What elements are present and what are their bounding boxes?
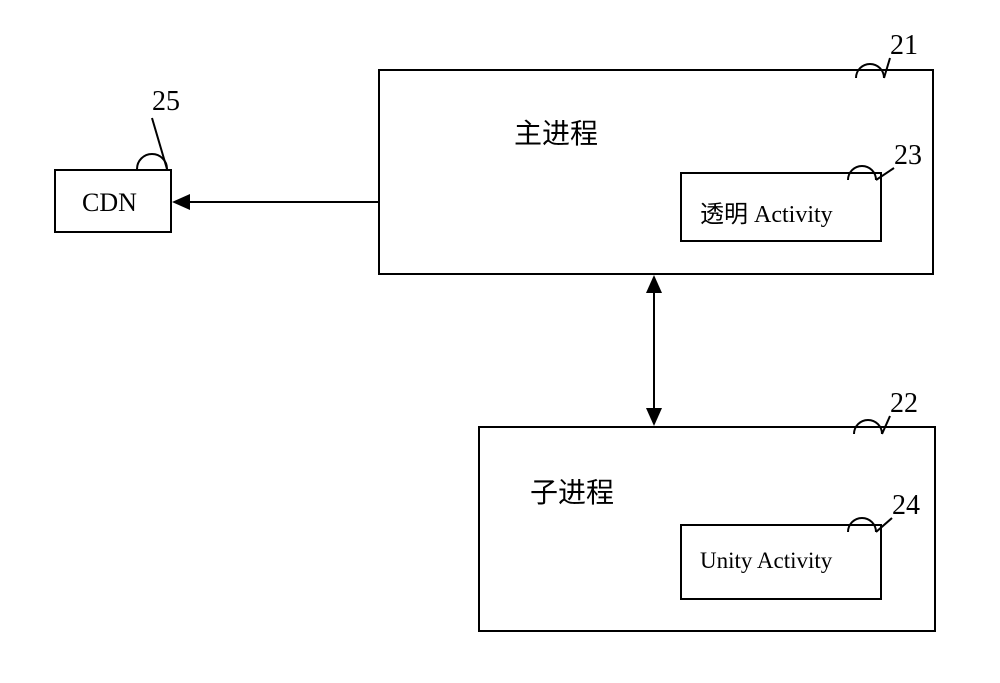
edge-main-to-sub <box>0 0 1000 683</box>
